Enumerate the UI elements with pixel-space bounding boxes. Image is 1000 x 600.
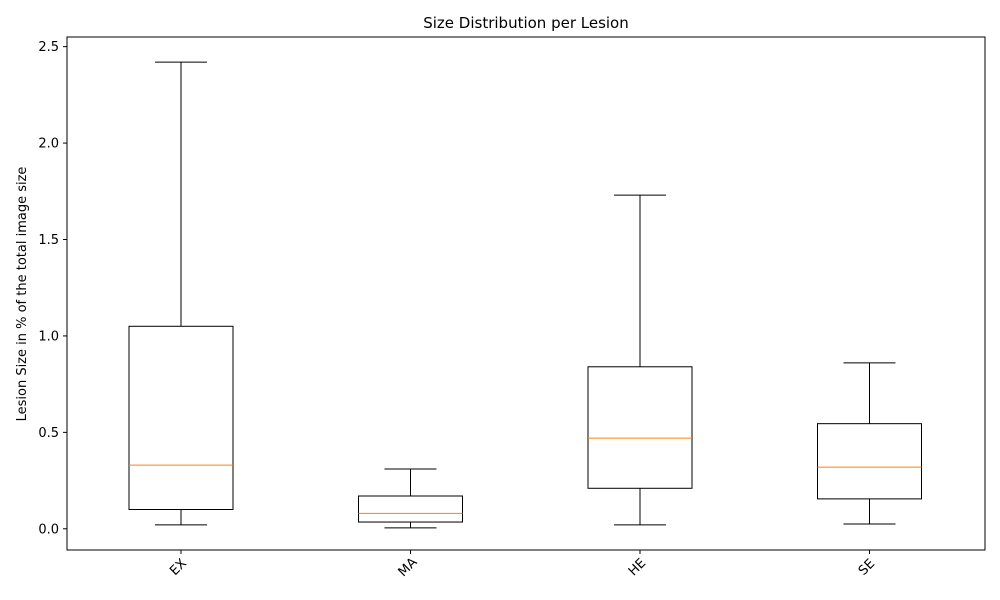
x-tick-label: EX [167, 556, 190, 579]
box-he [587, 366, 693, 489]
y-tick-label: 0.0 [38, 522, 59, 537]
chart-title: Size Distribution per Lesion [423, 14, 629, 32]
box-ma [358, 495, 463, 523]
y-tick-label: 2.5 [38, 40, 59, 55]
plot-frame [66, 36, 986, 551]
y-tick-label: 1.5 [38, 233, 59, 248]
box-se [817, 423, 922, 500]
x-tick-label: HE [626, 556, 649, 579]
x-tick-label: SE [856, 556, 878, 578]
y-tick-label: 1.0 [38, 329, 59, 344]
y-tick-label: 2.0 [38, 137, 59, 152]
x-tick-label: MA [396, 555, 421, 580]
box-ex [128, 325, 234, 510]
y-tick-label: 0.5 [38, 426, 59, 441]
plot-area: 0.0 0.5 1.0 1.5 2.0 2.5 EX MA HE SE [38, 40, 922, 580]
y-axis-label: Lesion Size in % of the total image size [15, 167, 30, 422]
